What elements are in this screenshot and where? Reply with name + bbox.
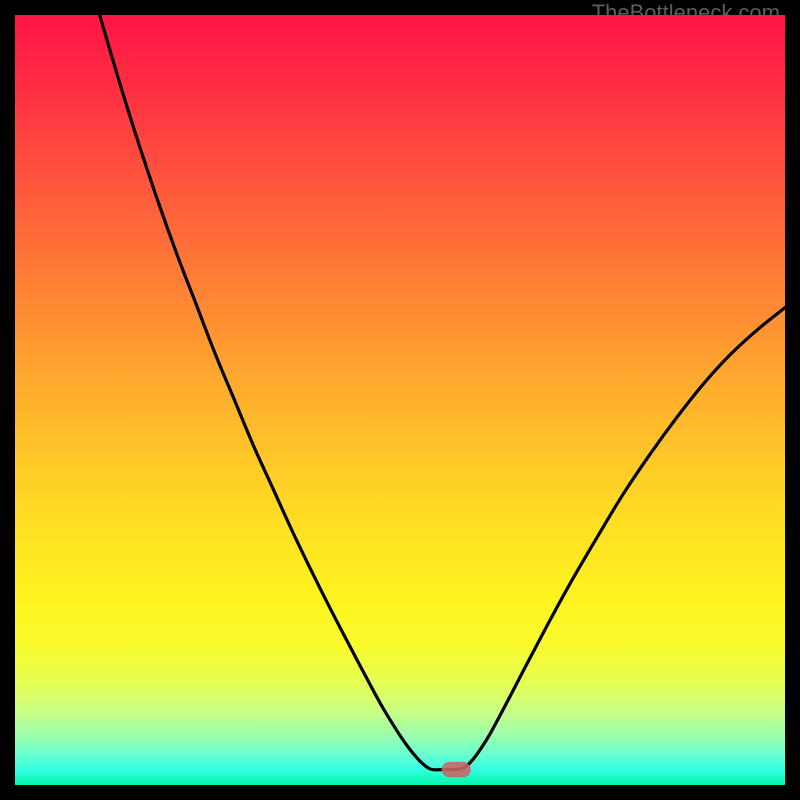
- gradient-background: [15, 15, 785, 785]
- min-marker: [442, 762, 471, 777]
- chart-frame: TheBottleneck.com: [0, 0, 800, 800]
- chart-svg: [15, 15, 785, 785]
- plot-area: [15, 15, 785, 785]
